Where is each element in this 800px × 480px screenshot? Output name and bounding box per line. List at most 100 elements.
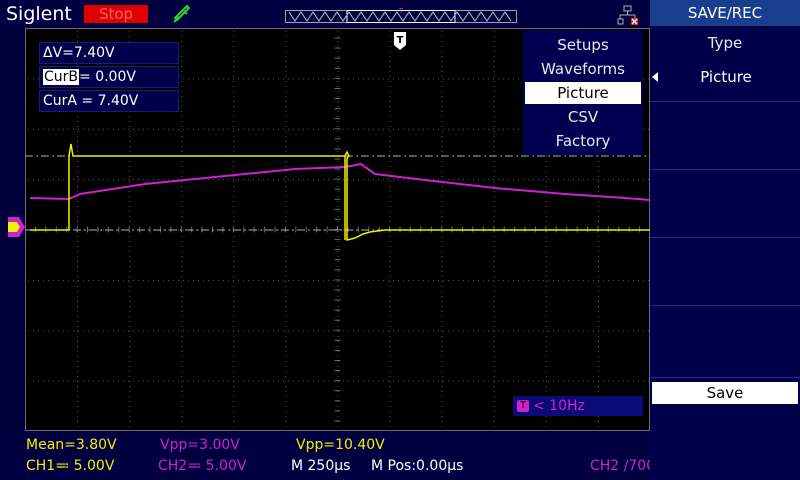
grid-dot [33, 330, 34, 332]
grid-dot [441, 56, 443, 57]
grid-dot [293, 330, 294, 332]
grid-dot [53, 128, 54, 130]
submenu-item-picture[interactable]: Picture [525, 82, 641, 104]
grid-dot [337, 211, 339, 212]
grid-dot [545, 206, 547, 207]
grid-dot [178, 279, 179, 281]
grid-dot [643, 330, 644, 332]
grid-dot [533, 380, 534, 382]
grid-dot [528, 330, 529, 332]
grid-dot [233, 181, 235, 182]
grid-dot [441, 131, 443, 132]
grid-dot [389, 161, 391, 162]
grid-dot [129, 356, 131, 357]
grid-dot [441, 376, 443, 377]
grid-dot [597, 261, 599, 262]
grid-dot [28, 128, 29, 130]
grid-dot [473, 380, 474, 382]
horizontal-position[interactable]: M Pos:0.00μs [371, 458, 464, 474]
submenu-item-csv[interactable]: CSV [567, 108, 599, 126]
submenu-item-setups[interactable]: Setups [557, 36, 609, 54]
grid-dot [77, 336, 79, 337]
grid-dot [203, 279, 204, 281]
side-slot-type[interactable] [650, 26, 800, 102]
grid-dot [628, 380, 629, 382]
grid-dot [389, 216, 391, 217]
grid-dot [129, 421, 131, 422]
grid-dot [389, 266, 391, 267]
grid-dot [328, 279, 329, 281]
grid-dot [148, 330, 149, 332]
grid-dot [285, 296, 287, 297]
grid-dot [77, 171, 79, 172]
grid-dot [181, 116, 183, 117]
grid-dot [285, 126, 287, 127]
grid-dot [129, 161, 131, 162]
channel-marker-icon[interactable] [8, 217, 25, 237]
grid-dot [178, 128, 179, 130]
cursor-b-row[interactable]: CurB= 0.00V [39, 66, 179, 88]
grid-dot [597, 171, 599, 172]
grid-dot [233, 236, 235, 237]
save-button[interactable]: Save [652, 382, 798, 404]
grid-dot [118, 128, 119, 130]
grid-dot [453, 279, 454, 281]
grid-dot [603, 330, 604, 332]
grid-dot [433, 78, 434, 80]
grid-dot [33, 279, 34, 281]
grid-dot [398, 78, 399, 80]
grid-dot [129, 166, 131, 167]
grid-dot [545, 341, 547, 342]
grid-dot [233, 201, 235, 202]
grid-dot [129, 181, 131, 182]
grid-dot [358, 179, 359, 181]
grid-dot [293, 128, 294, 130]
grid-dot [358, 78, 359, 80]
grid-dot [337, 46, 339, 47]
timebase[interactable]: M 250μs [291, 458, 351, 474]
grid-dot [233, 179, 234, 181]
grid-dot [493, 356, 495, 357]
grid-dot [483, 380, 484, 382]
run-stop-indicator[interactable]: Stop [84, 5, 148, 23]
grid-dot [545, 291, 547, 292]
grid-dot [181, 46, 183, 47]
grid-dot [389, 361, 391, 362]
grid-dot [389, 276, 391, 277]
grid-dot [328, 128, 329, 130]
cursor-a-row[interactable]: CurA = 7.40V [39, 90, 179, 112]
grid-dot [313, 380, 314, 382]
grid-dot [63, 330, 64, 332]
grid-dot [463, 279, 464, 281]
grid-dot [389, 186, 391, 187]
grid-dot [337, 246, 339, 247]
grid-dot [77, 346, 79, 347]
grid-dot [285, 221, 287, 222]
ch1-scale[interactable]: CH1≕ 5.00V [26, 458, 115, 474]
grid-dot [285, 356, 287, 357]
grid-dot [573, 279, 574, 281]
grid-dot [441, 171, 443, 172]
grid-dot [113, 279, 114, 281]
grid-dot [441, 291, 443, 292]
grid-dot [233, 380, 234, 382]
grid-dot [583, 279, 584, 281]
grid-dot [143, 279, 144, 281]
grid-dot [77, 376, 79, 377]
submenu-item-waveforms[interactable]: Waveforms [541, 60, 625, 78]
grid-dot [518, 380, 519, 382]
grid-dot [493, 141, 495, 142]
grid-dot [73, 128, 74, 130]
grid-dot [153, 330, 154, 332]
grid-dot [233, 341, 235, 342]
grid-dot [183, 128, 184, 130]
usb-icon [617, 5, 638, 25]
submenu-item-factory[interactable]: Factory [555, 132, 611, 150]
type-value[interactable]: Picture [700, 68, 752, 86]
grid-dot [129, 341, 131, 342]
grid-dot [133, 330, 134, 332]
ch2-scale[interactable]: CH2≕ 5.00V [158, 458, 247, 474]
grid-dot [383, 128, 384, 130]
grid-dot [389, 311, 391, 312]
grid-dot [408, 330, 409, 332]
